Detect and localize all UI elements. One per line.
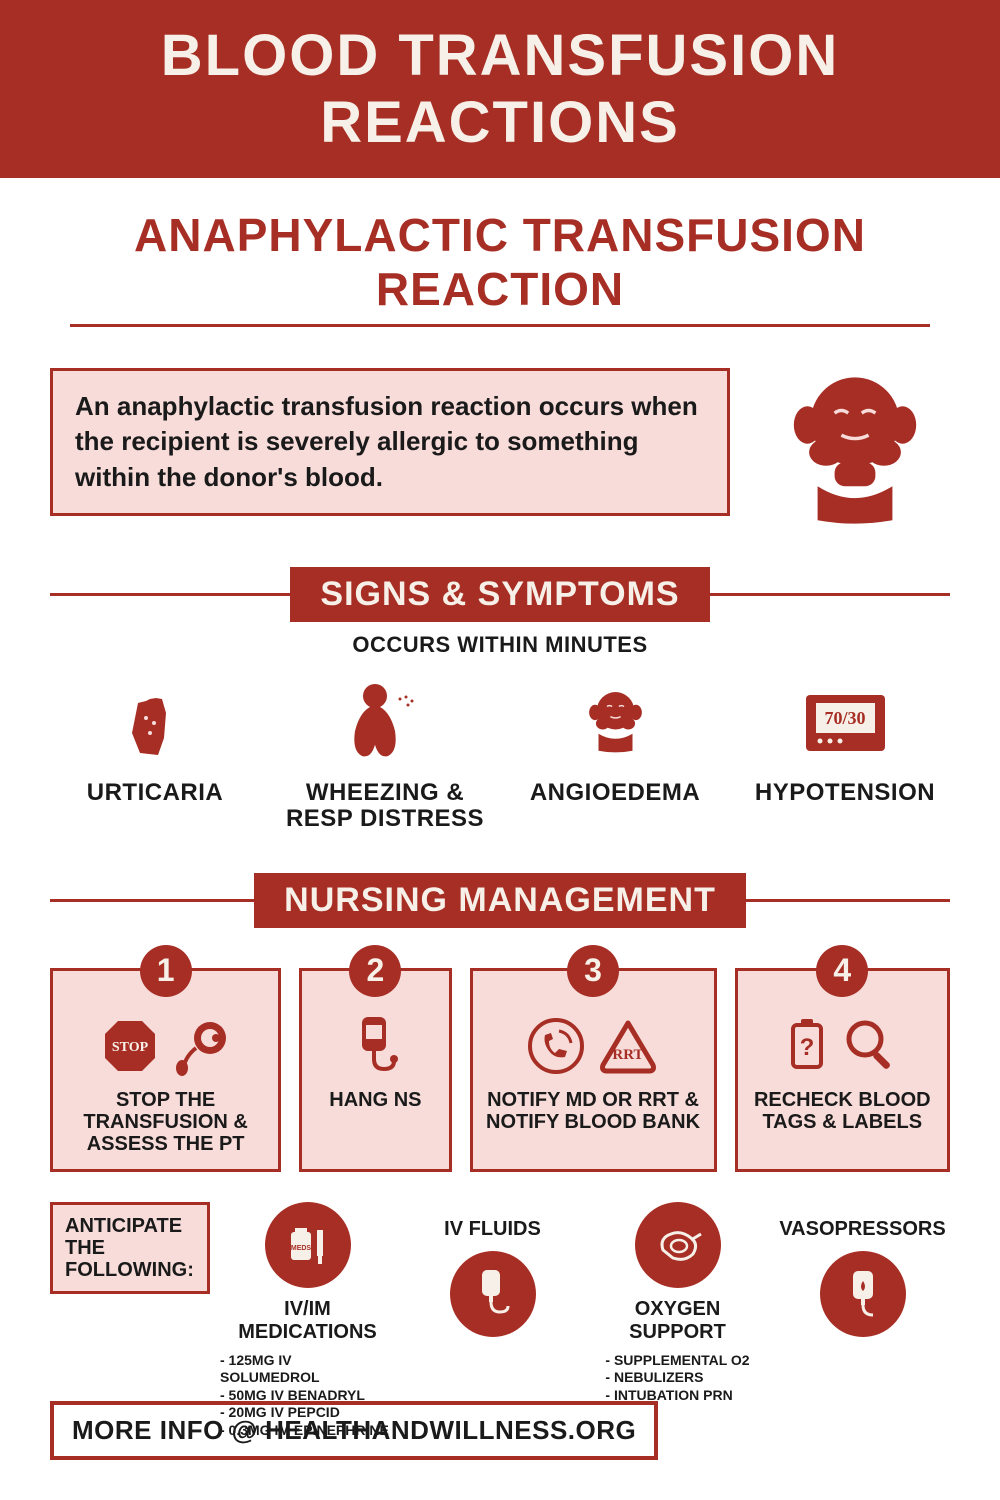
oxygen-mask-icon xyxy=(635,1202,721,1288)
svg-text:MEDS: MEDS xyxy=(290,1245,311,1252)
step-number: 3 xyxy=(567,945,619,997)
step-number: 4 xyxy=(816,945,868,997)
symptom-label: HYPOTENSION xyxy=(740,780,950,806)
step-card: 1 STOP STOP THE TRANSFUSION & ASSESS THE… xyxy=(50,968,281,1172)
anticipate-title: OXYGEN SUPPORT xyxy=(590,1298,765,1344)
step-label: STOP THE TRANSFUSION & ASSESS THE PT xyxy=(63,1089,268,1155)
iv-drop-icon xyxy=(820,1251,906,1337)
anticipate-heading: ANTICIPATE THE FOLLOWING: xyxy=(50,1202,210,1294)
tag-question-icon: ? xyxy=(783,1015,831,1077)
page-title: BLOOD TRANSFUSION REACTIONS xyxy=(0,22,1000,156)
rrt-triangle-icon: RRT xyxy=(597,1017,659,1075)
symptom-item: ANGIOEDEMA xyxy=(510,678,720,833)
management-banner: NURSING MANAGEMENT xyxy=(50,873,950,928)
symptom-label: WHEEZING & RESP DISTRESS xyxy=(280,780,490,833)
banner-line xyxy=(50,593,290,596)
svg-text:?: ? xyxy=(800,1034,815,1061)
stop-sign-icon: STOP xyxy=(100,1016,160,1076)
magnifier-icon xyxy=(843,1017,901,1075)
symptoms-banner: SIGNS & SYMPTOMS xyxy=(50,567,950,622)
banner-line xyxy=(710,593,950,596)
step-number: 2 xyxy=(349,945,401,997)
anticipate-list: - SUPPLEMENTAL O2 - NEBULIZERS - INTUBAT… xyxy=(605,1352,749,1405)
header-band: BLOOD TRANSFUSION REACTIONS xyxy=(0,0,1000,178)
svg-text:RRT: RRT xyxy=(612,1047,643,1063)
monitor-icon: 70/30 xyxy=(798,683,893,763)
face-swell-icon xyxy=(573,681,658,766)
phone-icon xyxy=(527,1017,585,1075)
intro-box: An anaphylactic transfusion reaction occ… xyxy=(50,368,730,515)
anticipate-title: IV/IM MEDICATIONS xyxy=(220,1298,395,1344)
banner-line xyxy=(50,899,254,902)
symptom-item: 70/30 HYPOTENSION xyxy=(740,678,950,833)
iv-bag-icon xyxy=(450,1251,536,1337)
banner-line xyxy=(746,899,950,902)
step-card: 4 ? RECHECK BLOOD TAGS & LABELS xyxy=(735,968,950,1172)
iv-bag-icon xyxy=(348,1011,403,1081)
step-label: HANG NS xyxy=(312,1089,438,1111)
step-label: NOTIFY MD OR RRT & NOTIFY BLOOD BANK xyxy=(483,1089,704,1133)
symptoms-note: OCCURS WITHIN MINUTES xyxy=(50,632,950,658)
symptoms-title: SIGNS & SYMPTOMS xyxy=(290,567,709,622)
symptom-label: URTICARIA xyxy=(50,780,260,806)
step-number: 1 xyxy=(140,945,192,997)
anticipate-title: IV FLUIDS xyxy=(405,1218,580,1241)
hand-rash-icon xyxy=(120,683,190,763)
subtitle-rule xyxy=(70,324,930,327)
subtitle: ANAPHYLACTIC TRANSFUSION REACTION xyxy=(50,208,950,316)
svg-text:STOP: STOP xyxy=(111,1040,148,1055)
step-row: 1 STOP STOP THE TRANSFUSION & ASSESS THE… xyxy=(50,968,950,1172)
management-title: NURSING MANAGEMENT xyxy=(254,873,746,928)
bp-cuff-icon xyxy=(172,1016,232,1076)
step-card: 3 RRT NOTIFY MD OR RRT & NOTIFY BLOOD BA… xyxy=(470,968,717,1172)
subtitle-wrap: ANAPHYLACTIC TRANSFUSION REACTION xyxy=(50,208,950,327)
symptom-row: URTICARIA WHEEZING & RESP DISTRESS xyxy=(50,678,950,833)
content: ANAPHYLACTIC TRANSFUSION REACTION An ana… xyxy=(0,208,1000,1440)
bp-reading: 70/30 xyxy=(824,708,865,728)
step-card: 2 HANG NS xyxy=(299,968,451,1172)
lungs-icon xyxy=(340,681,430,766)
symptom-item: URTICARIA xyxy=(50,678,260,833)
symptom-item: WHEEZING & RESP DISTRESS xyxy=(280,678,490,833)
anticipate-item: VASOPRESSORS xyxy=(775,1202,950,1440)
footer-link: MORE INFO @ HEALTHANDWILLNESS.ORG xyxy=(50,1401,658,1460)
step-label: RECHECK BLOOD TAGS & LABELS xyxy=(748,1089,937,1133)
anticipate-title: VASOPRESSORS xyxy=(775,1218,950,1241)
intro-text: An anaphylactic transfusion reaction occ… xyxy=(75,389,705,494)
intro-row: An anaphylactic transfusion reaction occ… xyxy=(50,357,950,527)
swollen-face-icon xyxy=(760,357,950,527)
symptom-label: ANGIOEDEMA xyxy=(510,780,720,806)
meds-icon: MEDS xyxy=(265,1202,351,1288)
